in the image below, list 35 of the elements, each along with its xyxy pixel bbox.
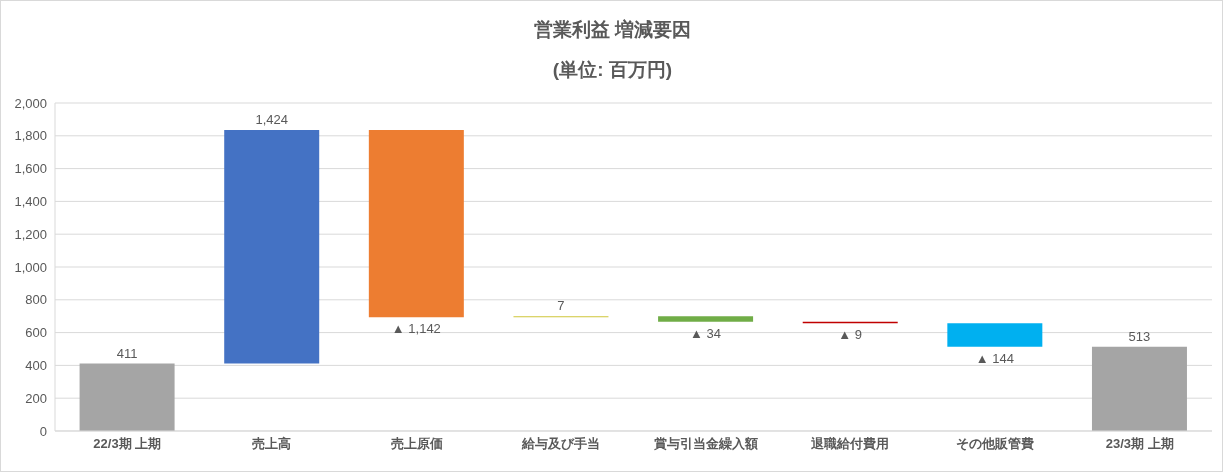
y-tick-label: 1,600 [14, 161, 47, 177]
bar [947, 323, 1043, 347]
bar [658, 316, 754, 322]
y-tick-label: 1,400 [14, 194, 47, 210]
x-tick-label: 23/3期 上期 [1105, 436, 1174, 452]
bar [224, 130, 320, 364]
chart-subtitle: (単位: 百万円) [551, 58, 674, 82]
bar [79, 363, 175, 431]
y-tick-label: 800 [25, 292, 47, 308]
data-label: 1,424 [255, 112, 288, 128]
data-label: 513 [1128, 328, 1151, 344]
data-label: ▲ 9 [838, 327, 863, 343]
y-tick-label: 0 [39, 423, 47, 439]
x-tick-label: 賞与引当金繰入額 [653, 436, 758, 452]
y-tick-label: 200 [25, 390, 47, 406]
x-tick-label: その他販管費 [956, 436, 1035, 452]
y-tick-label: 400 [25, 358, 47, 374]
data-label: 7 [557, 298, 565, 314]
y-tick-label: 1,200 [14, 226, 47, 242]
data-label: ▲ 1,142 [391, 321, 441, 337]
x-tick-label: 22/3期 上期 [93, 436, 162, 452]
data-label: ▲ 144 [975, 350, 1014, 366]
x-tick-label: 退職給付費用 [810, 436, 890, 452]
y-tick-label: 600 [25, 325, 47, 341]
chart-title: 営業利益 増減要因 [532, 18, 693, 42]
data-label: 411 [116, 345, 138, 361]
x-tick-label: 給与及び手当 [521, 436, 601, 452]
y-tick-label: 2,000 [14, 95, 47, 111]
bar [368, 130, 464, 318]
y-tick-label: 1,000 [14, 259, 47, 275]
x-tick-label: 売上高 [252, 436, 292, 452]
data-label: ▲ 34 [690, 325, 722, 341]
bar [1091, 346, 1187, 431]
y-tick-label: 1,800 [14, 128, 47, 144]
x-tick-label: 売上原価 [390, 436, 443, 452]
